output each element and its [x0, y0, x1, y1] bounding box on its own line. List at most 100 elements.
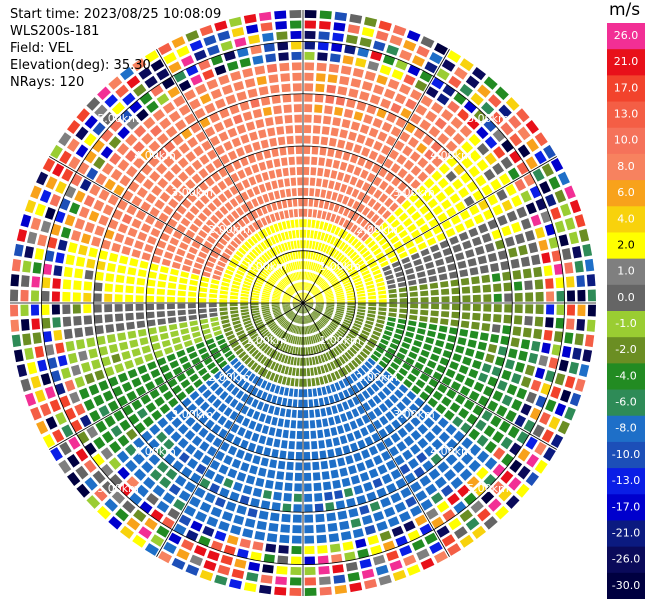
range-gate-cell — [243, 452, 253, 462]
range-gate-cell — [351, 254, 360, 262]
range-gate-cell — [303, 135, 311, 144]
range-gate-cell — [229, 371, 238, 381]
range-gate-cell — [312, 135, 320, 145]
range-gate-cell — [313, 482, 322, 492]
range-gate-cell — [218, 131, 229, 142]
range-gate-cell — [321, 211, 327, 220]
range-gate-cell — [275, 286, 284, 292]
range-gate-cell — [376, 487, 387, 498]
range-gate-cell — [126, 321, 135, 330]
range-gate-cell — [461, 141, 474, 154]
range-gate-cell — [131, 195, 143, 207]
range-gate-cell — [232, 320, 241, 326]
range-gate-cell — [264, 479, 274, 489]
range-gate-cell — [275, 328, 282, 336]
range-gate-cell — [70, 173, 83, 187]
range-gate-cell — [166, 353, 176, 362]
range-gate-cell — [378, 342, 387, 350]
range-gate-cell — [359, 247, 368, 255]
range-gate-cell — [319, 221, 325, 230]
range-gate-cell — [503, 314, 512, 324]
range-gate-cell — [298, 293, 303, 301]
range-gate-cell — [283, 387, 289, 396]
range-gate-cell — [464, 377, 475, 388]
range-gate-cell — [258, 256, 266, 264]
range-gate-cell — [314, 241, 319, 250]
range-gate-cell — [420, 248, 430, 257]
range-gate-cell — [193, 449, 204, 461]
range-gate-cell — [269, 84, 280, 94]
range-gate-cell — [139, 337, 149, 346]
range-gate-cell — [493, 314, 502, 323]
range-gate-cell — [172, 460, 184, 472]
range-gate-cell — [362, 273, 372, 280]
range-gate-cell — [277, 375, 283, 384]
range-gate-cell — [293, 93, 302, 102]
range-gate-cell — [163, 371, 174, 381]
range-gate-cell — [283, 293, 292, 298]
range-gate-cell — [419, 523, 433, 536]
range-gate-cell — [114, 294, 123, 302]
range-gate-cell — [343, 319, 352, 324]
range-gate-cell — [466, 413, 478, 425]
range-gate-cell — [323, 287, 331, 293]
range-gate-cell — [548, 357, 559, 370]
range-gate-cell — [146, 493, 159, 506]
range-gate-cell — [169, 360, 180, 369]
range-gate-cell — [419, 223, 430, 233]
range-gate-cell — [545, 278, 554, 289]
range-gate-cell — [514, 304, 523, 314]
range-gate-cell — [350, 328, 359, 335]
range-gate-cell — [511, 221, 522, 233]
range-gate-cell — [205, 432, 216, 443]
range-gate-cell — [207, 550, 220, 562]
range-gate-cell — [488, 94, 502, 108]
range-gate-cell — [144, 214, 156, 225]
range-gate-cell — [407, 223, 417, 233]
range-gate-cell — [313, 290, 321, 296]
range-gate-cell — [218, 193, 228, 203]
range-gate-cell — [361, 514, 373, 526]
range-gate-cell — [244, 166, 253, 176]
range-gate-cell — [251, 387, 259, 396]
range-gate-cell — [477, 255, 487, 265]
range-gate-cell — [239, 336, 248, 343]
range-gate-cell — [382, 265, 391, 272]
range-gate-cell — [312, 311, 319, 318]
range-gate-cell — [211, 171, 222, 182]
range-gate-cell — [135, 295, 144, 303]
range-gate-cell — [229, 225, 238, 235]
range-gate-cell — [279, 189, 286, 198]
range-gate-cell — [315, 220, 320, 229]
range-gate-cell — [303, 420, 309, 429]
range-gate-cell — [232, 481, 243, 492]
range-gate-cell — [286, 264, 291, 272]
range-gate-cell — [246, 188, 255, 198]
range-gate-cell — [151, 409, 163, 421]
range-gate-cell — [308, 388, 313, 398]
range-gate-cell — [450, 381, 462, 392]
range-gate-cell — [317, 333, 322, 342]
range-gate-cell — [182, 235, 192, 245]
range-gate-cell — [104, 94, 118, 108]
range-gate-cell — [371, 163, 381, 174]
range-gate-cell — [364, 323, 373, 329]
range-gate-cell — [140, 201, 152, 212]
range-gate-cell — [179, 185, 190, 196]
range-gate-cell — [50, 370, 62, 383]
range-gate-cell — [246, 254, 255, 262]
range-gate-cell — [112, 386, 123, 397]
range-gate-cell — [385, 325, 394, 332]
range-ring — [93, 93, 513, 513]
range-gate-cell — [282, 304, 291, 307]
range-gate-cell — [79, 178, 92, 192]
range-gate-cell — [357, 393, 366, 403]
range-gate-cell — [125, 285, 134, 294]
range-gate-cell — [119, 109, 133, 123]
range-gate-cell — [254, 364, 262, 373]
range-gate-cell — [318, 332, 324, 341]
range-gate-cell — [475, 245, 485, 256]
range-gate-cell — [254, 282, 263, 287]
range-gate-cell — [159, 364, 170, 374]
range-gate-cell — [269, 372, 276, 381]
